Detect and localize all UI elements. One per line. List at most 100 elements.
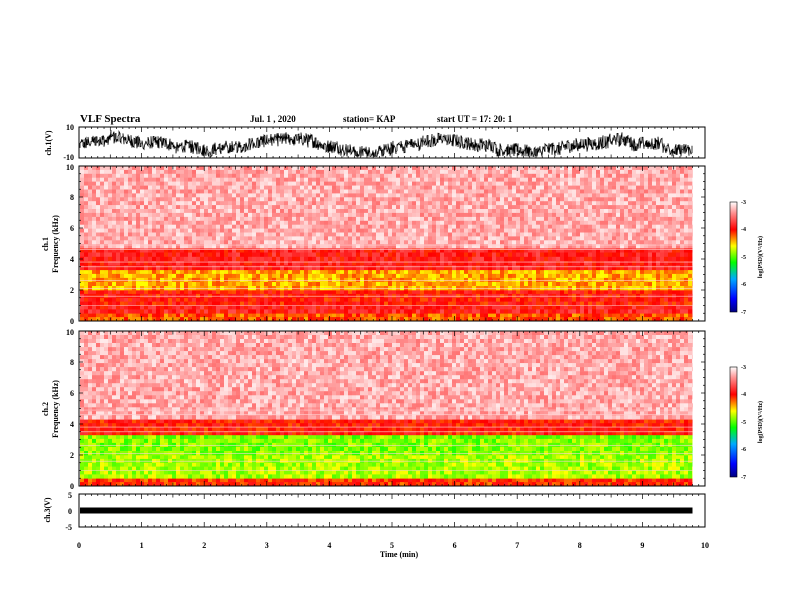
spectrogram-cell bbox=[108, 297, 112, 302]
spectrogram-cell bbox=[224, 269, 228, 275]
spectrogram-cell bbox=[92, 197, 96, 202]
spectrogram-cell bbox=[308, 185, 312, 190]
spectrogram-cell bbox=[232, 216, 236, 222]
spectrogram-cell bbox=[148, 305, 152, 310]
spectrogram-cell bbox=[600, 252, 604, 258]
spectrogram-cell bbox=[428, 185, 432, 190]
spectrogram-cell bbox=[340, 177, 344, 182]
spectrogram-cell bbox=[540, 185, 544, 190]
spectrogram-cell bbox=[372, 261, 376, 266]
spectrogram-cell bbox=[400, 297, 404, 302]
spectrogram-cell bbox=[436, 177, 440, 182]
spectrogram-cell bbox=[104, 317, 108, 322]
spectrogram-cell bbox=[596, 209, 600, 214]
spectrogram-cell bbox=[208, 301, 212, 306]
spectrogram-cell bbox=[252, 193, 256, 198]
spectrogram-cell bbox=[352, 185, 356, 190]
spectrogram-cell bbox=[232, 277, 236, 283]
spectrogram-cell bbox=[396, 277, 400, 283]
spectrogram-cell bbox=[624, 166, 628, 171]
spectrogram-cell bbox=[360, 193, 364, 198]
spectrogram-cell bbox=[160, 189, 164, 194]
spectrogram-cell bbox=[672, 248, 676, 253]
spectrogram-cell bbox=[168, 166, 172, 171]
spectrogram-cell bbox=[256, 309, 260, 314]
spectrogram-cell bbox=[484, 185, 488, 190]
spectrogram-cell bbox=[152, 189, 156, 194]
spectrogram-cell bbox=[344, 305, 348, 310]
spectrogram-cell bbox=[596, 269, 600, 275]
spectrogram-cell bbox=[320, 313, 324, 318]
spectrogram-cell bbox=[336, 205, 340, 210]
spectrogram-cell bbox=[340, 256, 344, 262]
spectrogram-cell bbox=[660, 277, 664, 283]
spectrogram-cell bbox=[644, 212, 648, 218]
spectrogram-cell bbox=[436, 185, 440, 190]
spectrogram-cell bbox=[460, 197, 464, 202]
spectrogram-cell bbox=[396, 281, 400, 287]
spectrogram-cell bbox=[384, 297, 388, 302]
spectrogram-cell bbox=[304, 256, 308, 262]
spectrogram-cell bbox=[360, 185, 364, 190]
spectrogram-cell bbox=[168, 281, 172, 287]
spectrogram-cell bbox=[560, 189, 564, 194]
spectrogram-cell bbox=[504, 248, 508, 253]
spectrogram-cell bbox=[496, 273, 500, 279]
spectrogram-cell bbox=[648, 252, 652, 258]
spectrogram-cell bbox=[480, 205, 484, 210]
spectrogram-cell bbox=[244, 301, 248, 306]
spectrogram-cell bbox=[120, 212, 124, 218]
spectrogram-cell bbox=[452, 273, 456, 279]
spectrogram-cell bbox=[192, 169, 196, 175]
spectrogram-cell bbox=[616, 305, 620, 310]
spectrogram-cell bbox=[664, 201, 668, 206]
spectrogram-cell bbox=[380, 173, 384, 178]
spectrogram-cell bbox=[300, 317, 304, 322]
spectrogram-cell bbox=[488, 209, 492, 214]
spectrogram-cell bbox=[644, 189, 648, 194]
spectrogram-cell bbox=[140, 173, 144, 178]
spectrogram-cell bbox=[560, 185, 564, 190]
spectrogram-cell bbox=[336, 273, 340, 279]
spectrogram-cell bbox=[360, 265, 364, 271]
spectrogram-cell bbox=[380, 269, 384, 275]
spectrogram-cell bbox=[180, 248, 184, 253]
spectrogram-cell bbox=[372, 309, 376, 314]
spectrogram-cell bbox=[628, 216, 632, 222]
spectrogram-cell bbox=[292, 209, 296, 214]
spectrogram-cell bbox=[596, 177, 600, 182]
spectrogram-cell bbox=[352, 281, 356, 287]
spectrogram-cell bbox=[476, 177, 480, 182]
spectrogram-cell bbox=[348, 256, 352, 262]
spectrogram-cell bbox=[600, 189, 604, 194]
spectrogram-cell bbox=[376, 313, 380, 318]
spectrogram-cell bbox=[616, 252, 620, 258]
spectrogram-cell bbox=[636, 166, 640, 171]
spectrogram-cell bbox=[184, 309, 188, 314]
spectrogram-cell bbox=[120, 220, 124, 225]
spectrogram-cell bbox=[252, 256, 256, 262]
spectrogram-cell bbox=[344, 216, 348, 222]
spectrogram-cell bbox=[336, 189, 340, 194]
spectrogram-cell bbox=[300, 265, 304, 271]
spectrogram-cell bbox=[620, 212, 624, 218]
spectrogram-cell bbox=[228, 216, 232, 222]
spectrogram-cell bbox=[484, 301, 488, 306]
spectrogram-cell bbox=[456, 197, 460, 202]
spectrogram-cell bbox=[688, 205, 692, 210]
spectrogram-cell bbox=[604, 248, 608, 253]
spectrogram-cell bbox=[440, 201, 444, 206]
spectrogram-cell bbox=[676, 185, 680, 190]
spectrogram-cell bbox=[256, 205, 260, 210]
spectrogram-cell bbox=[548, 177, 552, 182]
spectrogram-cell bbox=[444, 209, 448, 214]
spectrogram-cell bbox=[272, 201, 276, 206]
spectrogram-cell bbox=[404, 189, 408, 194]
spectrogram-cell bbox=[656, 252, 660, 258]
spectrogram-cell bbox=[380, 209, 384, 214]
spectrogram-cell bbox=[100, 273, 104, 279]
spectrogram-cell bbox=[184, 301, 188, 306]
spectrogram-cell bbox=[140, 265, 144, 271]
spectrogram-cell bbox=[412, 169, 416, 175]
spectrogram-cell bbox=[376, 309, 380, 314]
